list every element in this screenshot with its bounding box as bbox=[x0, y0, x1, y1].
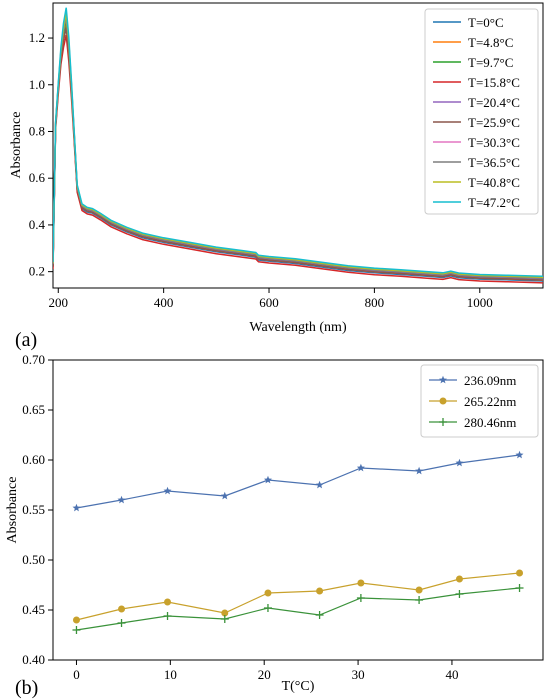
plot-a-x-ticks: 200 400 600 800 1000 bbox=[49, 288, 493, 310]
y-tick-label: 0.6 bbox=[29, 170, 46, 185]
series-2 bbox=[72, 584, 524, 634]
x-tick-label: 20 bbox=[258, 667, 271, 682]
legend-label: T=30.3°C bbox=[468, 135, 520, 150]
data-point bbox=[72, 503, 81, 512]
y-tick-label: 0.65 bbox=[22, 402, 45, 417]
data-point bbox=[220, 491, 229, 500]
data-point bbox=[220, 615, 229, 623]
data-point bbox=[117, 495, 126, 504]
data-point bbox=[357, 579, 365, 587]
series-0 bbox=[72, 450, 524, 512]
legend-label: T=40.8°C bbox=[468, 175, 520, 190]
data-point bbox=[163, 612, 172, 620]
series-line bbox=[76, 587, 520, 631]
data-point bbox=[263, 604, 272, 612]
x-tick-label: 40 bbox=[445, 667, 458, 682]
panel-b: 0 10 20 30 40 0.40 0.45 0.50 0.55 0.60 0.65 0.70 T… bbox=[5, 352, 544, 699]
data-point bbox=[72, 616, 80, 624]
data-point bbox=[439, 375, 447, 384]
data-point bbox=[72, 626, 81, 634]
data-point bbox=[415, 596, 424, 604]
data-point bbox=[163, 486, 172, 495]
series-line bbox=[53, 7, 543, 278]
plot-b-xlabel: T(°C) bbox=[282, 679, 315, 694]
data-point bbox=[315, 480, 324, 489]
plot-a-ylabel: Absorbance bbox=[9, 112, 24, 179]
y-tick-label: 0.55 bbox=[22, 502, 45, 517]
legend-label: T=0°C bbox=[468, 15, 504, 30]
y-tick-label: 1.0 bbox=[29, 77, 45, 92]
x-tick-label: 600 bbox=[259, 295, 279, 310]
data-point bbox=[515, 450, 524, 459]
x-tick-label: 0 bbox=[73, 667, 80, 682]
plot-a-y-ticks: 0.2 0.4 0.6 0.8 1.0 1.2 bbox=[29, 30, 53, 279]
data-point bbox=[516, 569, 524, 577]
legend-label: 236.09nm bbox=[464, 373, 516, 388]
series-line bbox=[53, 27, 543, 281]
plot-a-xlabel: Wavelength (nm) bbox=[249, 320, 347, 335]
plot-a-legend-items: T=0°C T=4.8°C T=9.7°C T=15.8°C T=20.4°C T=25.… bbox=[433, 15, 520, 210]
data-point bbox=[264, 589, 272, 597]
plot-a-frame bbox=[52, 2, 544, 289]
y-tick-label: 0.8 bbox=[29, 123, 45, 138]
data-point bbox=[164, 598, 172, 606]
data-point bbox=[118, 605, 126, 613]
y-tick-label: 0.4 bbox=[29, 217, 46, 232]
panel-a: 200 400 600 800 1000 0.2 0.4 0.6 0.8 1.0 1.2 Wave… bbox=[9, 2, 544, 351]
y-tick-label: 0.2 bbox=[29, 264, 45, 279]
plot-b-y-ticks: 0.40 0.45 0.50 0.55 0.60 0.65 0.70 bbox=[22, 352, 53, 667]
plot-a-legend: T=0°C T=4.8°C T=9.7°C T=15.8°C T=20.4°C T=25.… bbox=[424, 8, 539, 215]
data-point bbox=[455, 458, 464, 467]
data-point bbox=[356, 463, 365, 472]
plot-b-legend: 236.09nm 265.22nm 280.46nm bbox=[420, 364, 539, 438]
data-point bbox=[117, 619, 126, 627]
legend-label: 280.46nm bbox=[464, 415, 516, 430]
legend-label: T=4.8°C bbox=[468, 35, 513, 50]
data-point bbox=[455, 575, 463, 583]
data-point bbox=[415, 586, 423, 594]
plot-a-series-lines bbox=[53, 7, 543, 284]
plot-b-x-ticks: 0 10 20 30 40 bbox=[73, 660, 458, 682]
data-point bbox=[439, 397, 447, 405]
data-point bbox=[415, 466, 424, 475]
series-1 bbox=[72, 569, 524, 624]
legend-label: T=47.2°C bbox=[468, 195, 520, 210]
plot-b-ylabel: Absorbance bbox=[5, 477, 20, 544]
y-tick-label: 0.45 bbox=[22, 602, 45, 617]
panel-a-label: (a) bbox=[15, 329, 37, 351]
data-point bbox=[356, 594, 365, 602]
plot-b-legend-items: 236.09nm 265.22nm 280.46nm bbox=[429, 373, 516, 430]
y-tick-label: 0.60 bbox=[22, 452, 45, 467]
data-point bbox=[316, 587, 324, 595]
data-point bbox=[515, 584, 524, 592]
legend-label: T=36.5°C bbox=[468, 155, 520, 170]
legend-label: 265.22nm bbox=[464, 394, 516, 409]
y-tick-label: 1.2 bbox=[29, 30, 45, 45]
data-point bbox=[221, 609, 229, 617]
x-tick-label: 200 bbox=[49, 295, 69, 310]
legend-label: T=15.8°C bbox=[468, 75, 520, 90]
x-tick-label: 800 bbox=[365, 295, 385, 310]
x-tick-label: 30 bbox=[352, 667, 365, 682]
data-point bbox=[455, 590, 464, 598]
legend-label: T=9.7°C bbox=[468, 55, 513, 70]
legend-label: T=20.4°C bbox=[468, 95, 520, 110]
y-tick-label: 0.40 bbox=[22, 652, 45, 667]
x-tick-label: 1000 bbox=[467, 295, 493, 310]
series-line bbox=[76, 572, 520, 621]
panel-b-label: (b) bbox=[15, 677, 38, 699]
data-point bbox=[264, 475, 272, 484]
data-point bbox=[315, 611, 324, 619]
y-tick-label: 0.70 bbox=[22, 352, 45, 367]
legend-label: T=25.9°C bbox=[468, 115, 520, 130]
x-tick-label: 400 bbox=[154, 295, 174, 310]
plot-b-series bbox=[72, 450, 524, 634]
series-line bbox=[76, 454, 520, 509]
y-tick-label: 0.50 bbox=[22, 552, 45, 567]
x-tick-label: 10 bbox=[164, 667, 177, 682]
data-point bbox=[439, 418, 447, 426]
plot-b-legend-box bbox=[420, 364, 539, 438]
